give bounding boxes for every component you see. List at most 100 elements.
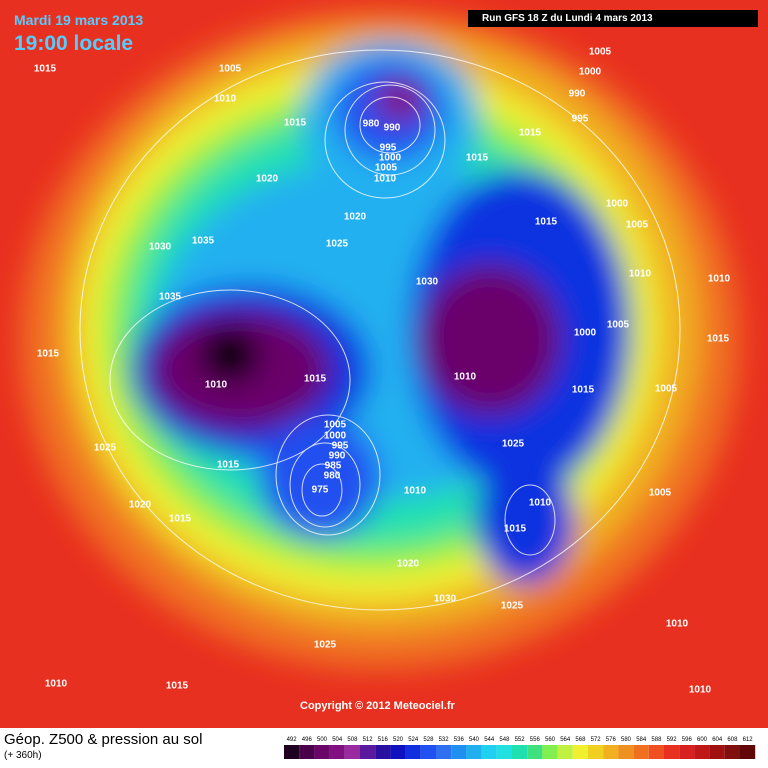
scale-cell (679, 745, 695, 759)
isobar-label: 990 (384, 123, 401, 134)
scale-cell (694, 745, 710, 759)
scale-cell (360, 745, 376, 759)
scale-label: 560 (545, 737, 556, 743)
isobar-label: 1005 (626, 220, 649, 231)
scale-label: 500 (317, 737, 328, 743)
isobar-label: 980 (324, 471, 341, 482)
time: 19:00 locale (14, 32, 134, 55)
isobar-label: 1020 (344, 212, 367, 223)
isobar-label: 1035 (159, 292, 182, 303)
scale-label: 592 (667, 737, 678, 743)
isobar-label: 1015 (217, 460, 240, 471)
isobar-label: 995 (572, 114, 589, 125)
isobar-label: 995 (380, 143, 397, 154)
scale-label: 572 (591, 737, 602, 743)
scale-label: 552 (515, 737, 526, 743)
footer-title: Géop. Z500 & pression au sol (4, 731, 203, 748)
scale-cell (329, 745, 345, 759)
scale-label: 532 (439, 737, 450, 743)
run-info: Run GFS 18 Z du Lundi 4 mars 2013 (468, 10, 758, 27)
isobar-label: 1005 (655, 384, 678, 395)
scale-label: 584 (636, 737, 647, 743)
scale-label: 548 (499, 737, 510, 743)
scale-cell (451, 745, 467, 759)
scale-label: 564 (560, 737, 571, 743)
isobar-label: 1015 (707, 334, 730, 345)
scale-cell (740, 745, 756, 759)
isobar-label: 1010 (205, 380, 228, 391)
isobar-label: 990 (569, 89, 586, 100)
isobar-label: 1010 (529, 498, 552, 509)
height-field (20, 10, 740, 670)
isobar-label: 1020 (256, 174, 279, 185)
scale-cell (314, 745, 330, 759)
scale-label: 608 (727, 737, 738, 743)
scale-label: 568 (575, 737, 586, 743)
isobar-label: 1005 (375, 163, 398, 174)
scale-cell (542, 745, 558, 759)
isobar-label: 1035 (192, 236, 215, 247)
isobar-label: 1010 (689, 685, 712, 696)
isobar-label: 1010 (374, 174, 397, 185)
scale-label: 496 (302, 737, 313, 743)
scale-cell (284, 745, 300, 759)
isobar-label: 1005 (607, 320, 630, 331)
scale-cell (664, 745, 680, 759)
isobar-label: 1005 (649, 488, 672, 499)
isobar-label: 985 (325, 461, 342, 472)
isobar-label: 1010 (404, 486, 427, 497)
scale-cell (481, 745, 497, 759)
scale-cell (648, 745, 664, 759)
scale-label: 516 (378, 737, 389, 743)
isobar-label: 1015 (169, 514, 192, 525)
scale-label: 544 (484, 737, 495, 743)
isobar-label: 1000 (574, 328, 597, 339)
scale-label: 596 (682, 737, 693, 743)
weather-map: 1015 100510101015102010301035103510151010… (0, 0, 768, 728)
scale-cell (466, 745, 482, 759)
scale-label: 612 (743, 737, 754, 743)
isobar-label: 1000 (606, 199, 629, 210)
isobar-label: 975 (312, 485, 329, 496)
isobar-label: 1010 (45, 679, 68, 690)
isobar-label: 1005 (324, 420, 347, 431)
scale-cell (633, 745, 649, 759)
isobar-label: 1015 (572, 385, 595, 396)
scale-label: 580 (621, 737, 632, 743)
copyright: Copyright © 2012 Meteociel.fr (300, 700, 455, 712)
scale-cell (557, 745, 573, 759)
isobar-label: 1020 (129, 500, 152, 511)
scale-cell (512, 745, 528, 759)
isobar-label: 1025 (314, 640, 337, 651)
scale-cell (436, 745, 452, 759)
scale-label: 588 (651, 737, 662, 743)
isobar-label: 1015 (304, 374, 327, 385)
isobar-label: 1010 (454, 372, 477, 383)
isobar-label: 1005 (589, 47, 612, 58)
isobar-label: 1000 (324, 431, 347, 442)
date: Mardi 19 mars 2013 (14, 12, 144, 28)
scale-label: 556 (530, 737, 541, 743)
scale-label: 576 (606, 737, 617, 743)
isobar-label: 1025 (502, 439, 525, 450)
scale-label: 600 (697, 737, 708, 743)
isobar-label: 980 (363, 119, 380, 130)
scale-cell (588, 745, 604, 759)
scale-label: 504 (332, 737, 343, 743)
scale-label: 604 (712, 737, 723, 743)
isobar-label: 995 (332, 441, 349, 452)
scale-cell (603, 745, 619, 759)
isobar-label: 1025 (326, 239, 349, 250)
scale-label: 528 (423, 737, 434, 743)
scale-cell (344, 745, 360, 759)
scale-label: 508 (347, 737, 358, 743)
isobar-label: 1025 (94, 443, 117, 454)
isobar-label: 1025 (501, 601, 524, 612)
isobar-label: 1010 (666, 619, 689, 630)
scale-label: 512 (363, 737, 374, 743)
scale-label: 540 (469, 737, 480, 743)
scale-cell (724, 745, 740, 759)
scale-cell (390, 745, 406, 759)
